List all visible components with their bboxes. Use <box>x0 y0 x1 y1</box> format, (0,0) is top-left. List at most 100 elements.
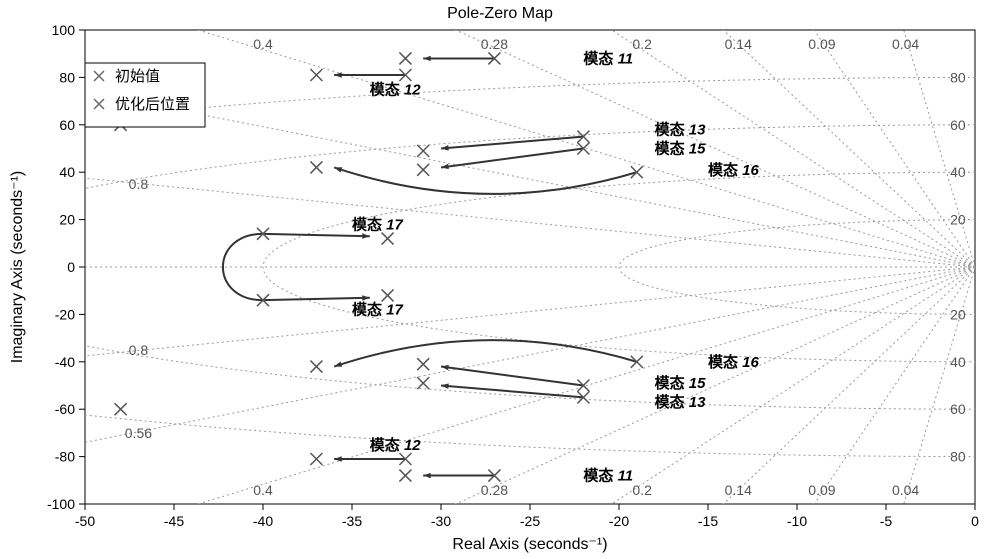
damping-label: 0.8 <box>129 342 149 358</box>
y-tick-label: -80 <box>55 449 75 465</box>
x-tick-label: -5 <box>880 513 893 529</box>
x-tick-label: -15 <box>698 513 718 529</box>
wn-label: 80 <box>950 449 966 465</box>
wn-label: 20 <box>950 212 966 228</box>
y-tick-label: 40 <box>59 164 75 180</box>
damping-label: 0.14 <box>725 482 752 498</box>
pole-marker <box>417 145 429 157</box>
damping-label: 0.28 <box>481 36 508 52</box>
pole-marker <box>115 403 127 415</box>
arrowhead <box>362 233 370 238</box>
y-tick-label: 100 <box>52 22 76 38</box>
mode-label: 模态 17 <box>352 215 404 233</box>
damping-label: 0.04 <box>892 482 919 498</box>
pole-marker <box>382 289 394 301</box>
chart-title: Pole-Zero Map <box>447 5 553 22</box>
pole-marker <box>417 358 429 370</box>
y-axis-label: Imaginary Axis (seconds⁻¹) <box>9 171 26 364</box>
arrowhead <box>423 473 431 478</box>
mode-label: 模态 11 <box>583 49 633 67</box>
damping-label: 0.2 <box>632 36 652 52</box>
x-tick-label: -10 <box>787 513 807 529</box>
damping-label: 0.14 <box>725 36 752 52</box>
mode-label: 模态 17 <box>352 301 404 319</box>
x-tick-label: 0 <box>971 513 979 529</box>
damping-line <box>227 267 975 559</box>
damping-label: 0.09 <box>808 482 835 498</box>
pole-marker <box>310 361 322 373</box>
pole-marker <box>382 233 394 245</box>
mode-label: 模态 16 <box>708 353 760 371</box>
mode-label: 模态 16 <box>708 161 760 179</box>
mode-label: 模态 15 <box>655 374 707 392</box>
wn-label: 80 <box>950 69 966 85</box>
damping-label: 0.09 <box>808 36 835 52</box>
wn-label: 20 <box>950 306 966 322</box>
mode-arrow <box>334 340 637 366</box>
pole-marker <box>399 470 411 482</box>
damping-label: 0.4 <box>253 36 273 52</box>
mode-arrow <box>441 149 583 168</box>
legend-label: 初始值 <box>115 68 160 85</box>
damping-label: 0.2 <box>632 482 652 498</box>
x-tick-label: -40 <box>253 513 273 529</box>
x-tick-label: -45 <box>164 513 184 529</box>
mode-arrow <box>263 298 370 300</box>
legend-label: 优化后位置 <box>115 96 190 113</box>
pole-marker <box>631 356 643 368</box>
damping-line <box>0 267 975 559</box>
mode-arrow <box>441 386 583 398</box>
pole-marker <box>631 166 643 178</box>
arrowhead <box>423 56 431 61</box>
mode-arrow <box>441 137 583 149</box>
damping-line <box>0 267 975 559</box>
y-tick-label: 0 <box>67 259 75 275</box>
damping-line <box>761 0 975 267</box>
x-axis-label: Real Axis (seconds⁻¹) <box>452 536 607 553</box>
mode-label: 模态 13 <box>655 121 707 139</box>
damping-label: 0.04 <box>892 36 919 52</box>
mode-arrow <box>334 167 637 193</box>
arrowhead <box>362 295 370 300</box>
mode-label: 模态 11 <box>583 467 633 485</box>
damping-line <box>0 267 975 559</box>
damping-line <box>227 0 975 267</box>
damping-line <box>0 267 975 559</box>
mode-label: 模态 15 <box>655 140 707 158</box>
pole-marker <box>310 161 322 173</box>
y-tick-label: -40 <box>55 354 75 370</box>
x-tick-label: -20 <box>609 513 629 529</box>
wn-label: 40 <box>950 164 966 180</box>
wn-label: 40 <box>950 354 966 370</box>
x-tick-label: -25 <box>520 513 540 529</box>
mode-label: 模态 12 <box>370 436 422 454</box>
wn-label: 60 <box>950 401 966 417</box>
damping-label: 0.28 <box>481 482 508 498</box>
y-tick-label: -100 <box>47 496 75 512</box>
mode-label: 模态 12 <box>370 80 422 98</box>
y-tick-label: 20 <box>59 212 75 228</box>
y-tick-label: -20 <box>55 306 75 322</box>
damping-label: 0.8 <box>129 176 149 192</box>
x-tick-label: -35 <box>342 513 362 529</box>
pole-marker <box>310 69 322 81</box>
mode-label: 模态 13 <box>655 393 707 411</box>
pole-marker <box>310 453 322 465</box>
mode-arrow <box>441 367 583 386</box>
x-tick-label: -30 <box>431 513 451 529</box>
y-tick-label: 80 <box>59 69 75 85</box>
y-tick-label: 60 <box>59 117 75 133</box>
pole-marker <box>417 377 429 389</box>
pole-marker <box>417 164 429 176</box>
arrowhead <box>334 167 342 172</box>
mode-arrow <box>263 234 370 236</box>
pole-marker <box>399 52 411 64</box>
wn-label: 60 <box>950 117 966 133</box>
pole-zero-chart: Pole-Zero Map0.040.090.140.20.280.40.560… <box>0 0 1000 559</box>
damping-label: 0.4 <box>253 482 273 498</box>
arrowhead <box>334 362 342 367</box>
damping-line <box>0 267 975 559</box>
damping-line <box>494 267 975 559</box>
x-tick-label: -50 <box>75 513 95 529</box>
y-tick-label: -60 <box>55 401 75 417</box>
